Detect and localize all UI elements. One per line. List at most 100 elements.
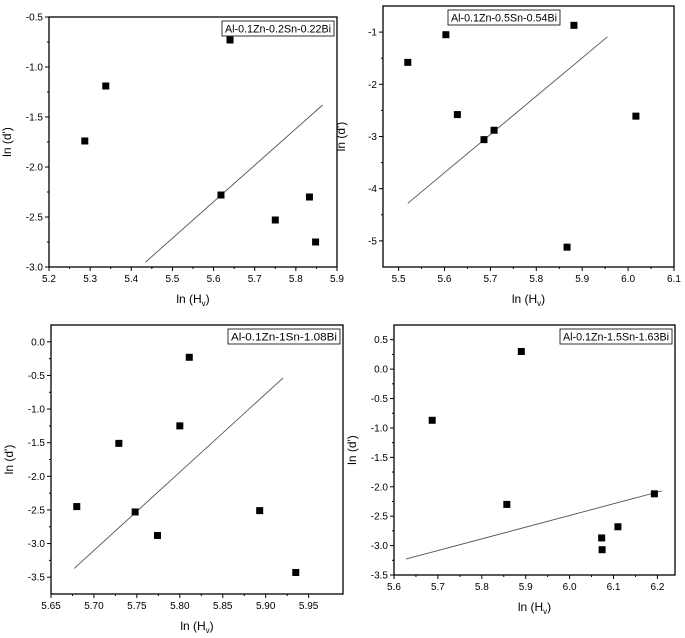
- plot-frame: [382, 5, 675, 268]
- data-point: [570, 21, 578, 29]
- legend-box: [221, 20, 335, 37]
- y-tick-label: -2.0: [26, 163, 44, 174]
- y-tick-label: 0.5: [374, 335, 388, 346]
- y-tick-label: -3.0: [26, 263, 44, 274]
- y-tick-label: -1.0: [26, 63, 44, 74]
- y-tick-label: 0.0: [31, 337, 45, 348]
- x-tick-label: 5.8: [289, 274, 303, 285]
- x-tick-label: 6.2: [650, 582, 664, 593]
- scatter-panel-1: 5.2 5.3 5.4 5.5 5.6 5.7 5.8 5.9 -3.0 -2.5 -2.0 -1.5…: [0, 13, 344, 309]
- x-axis-label-subscript: v: [202, 299, 206, 308]
- linear-fit-line: [145, 104, 323, 263]
- y-axis-label: ln (d'): [0, 127, 14, 157]
- legend-label: Al-0.1Zn-0.5Sn-0.54Bi: [451, 13, 557, 25]
- x-tick-label: 5.5: [392, 274, 406, 285]
- legend-label: Al-0.1Zn-1Sn-1.08Bi: [231, 332, 337, 344]
- data-point: [115, 439, 123, 447]
- legend-label: Al-0.1Zn-0.2Sn-0.22Bi: [225, 24, 331, 36]
- data-point: [256, 507, 264, 515]
- x-tick-label: 5.75: [127, 601, 147, 612]
- data-point: [632, 112, 640, 120]
- legend-box: [559, 328, 673, 345]
- y-tick-label: 0.0: [374, 365, 388, 376]
- x-axis-label-subscript: v: [543, 607, 547, 616]
- data-point: [404, 58, 412, 66]
- y-tick-label: -0.5: [371, 394, 389, 405]
- y-axis-label: ln (d'): [334, 122, 348, 152]
- y-tick-label: -2.5: [28, 505, 46, 516]
- legend-label: Al-0.1Zn-1.5Sn-1.63Bi: [563, 332, 669, 344]
- scatter-panel-2: 5.5 5.6 5.7 5.8 5.9 6.0 6.1 -5 -4 -3 -2 -1 Al-0.1Zn-…: [334, 5, 681, 308]
- x-tick-label: 5.70: [84, 601, 104, 612]
- data-point: [442, 31, 450, 39]
- linear-fit-line: [73, 377, 284, 569]
- data-point: [81, 137, 89, 145]
- data-point: [102, 82, 110, 90]
- data-point: [650, 490, 658, 498]
- linear-fit-line: [407, 36, 608, 204]
- legend-box: [447, 9, 561, 26]
- data-point: [480, 136, 488, 144]
- y-tick-label: -2: [368, 80, 377, 91]
- y-tick-label: -2.0: [371, 482, 389, 493]
- x-axis-label-subscript: v: [537, 299, 541, 308]
- x-tick-label: 6.1: [667, 274, 681, 285]
- y-tick-label: -3.5: [371, 571, 389, 582]
- x-tick-label: 5.5: [165, 274, 179, 285]
- y-tick-label: -0.5: [26, 13, 44, 24]
- data-point: [503, 500, 511, 508]
- x-tick-label: 5.85: [213, 601, 233, 612]
- y-tick-label: -3.0: [371, 541, 389, 552]
- x-axis-label-subscript: v: [206, 626, 210, 635]
- x-tick-label: 5.7: [248, 274, 262, 285]
- data-point: [153, 531, 161, 539]
- y-tick-label: -1.0: [28, 405, 46, 416]
- data-point: [131, 508, 139, 516]
- data-point: [517, 347, 525, 355]
- data-point: [217, 191, 225, 199]
- x-axis-label: ln (Hv): [518, 600, 551, 616]
- y-tick-label: -1.0: [371, 423, 389, 434]
- x-tick-label: 5.9: [519, 582, 533, 593]
- x-tick-label: 5.8: [529, 274, 543, 285]
- data-point: [598, 534, 606, 542]
- y-tick-label: -2.5: [371, 512, 389, 523]
- x-tick-label: 5.7: [431, 582, 445, 593]
- data-point: [453, 111, 461, 119]
- x-tick-label: 5.9: [575, 274, 589, 285]
- x-axis-label: ln (Hv): [512, 292, 545, 308]
- x-axis-label-suffix: ): [206, 292, 210, 306]
- y-tick-label: -3: [368, 132, 377, 143]
- x-tick-label: 5.8: [475, 582, 489, 593]
- x-tick-label: 6.0: [621, 274, 635, 285]
- scatter-panel-3: 5.65 5.70 5.75 5.80 5.85 5.90 5.95 -3.5 -3.0 -2.5…: [2, 324, 344, 635]
- x-axis-label-suffix: ): [541, 292, 545, 306]
- data-point: [271, 216, 279, 224]
- y-tick-label: -1.5: [28, 438, 46, 449]
- data-point: [305, 193, 313, 201]
- y-tick-label: -1.5: [371, 453, 389, 464]
- scatter-panel-4: 5.6 5.7 5.8 5.9 6.0 6.1 6.2 -3.5 -3.0 -2.5 -2.0 -1.…: [345, 324, 676, 616]
- x-tick-label: 5.9: [330, 274, 344, 285]
- x-tick-label: 6.0: [563, 582, 577, 593]
- data-point: [73, 503, 81, 511]
- x-tick-label: 6.1: [607, 582, 621, 593]
- data-point: [185, 353, 193, 361]
- x-axis-label-suffix: ): [547, 600, 551, 614]
- data-point: [312, 238, 320, 246]
- data-point: [598, 546, 606, 554]
- y-tick-label: -0.5: [28, 371, 46, 382]
- data-point: [292, 568, 300, 576]
- x-tick-label: 5.4: [124, 274, 138, 285]
- x-axis-label-suffix: ): [210, 619, 214, 633]
- y-tick-label: -5: [368, 236, 377, 247]
- legend-box: [227, 328, 341, 345]
- x-tick-label: 5.6: [387, 582, 401, 593]
- y-tick-label: -1.5: [26, 113, 44, 124]
- x-tick-label: 5.65: [41, 601, 61, 612]
- plot-frame: [393, 324, 676, 576]
- x-axis-label: ln (Hv): [176, 292, 209, 308]
- x-tick-label: 5.2: [42, 274, 56, 285]
- y-tick-label: -2.5: [26, 213, 44, 224]
- y-axis-label: ln (d'): [2, 445, 16, 475]
